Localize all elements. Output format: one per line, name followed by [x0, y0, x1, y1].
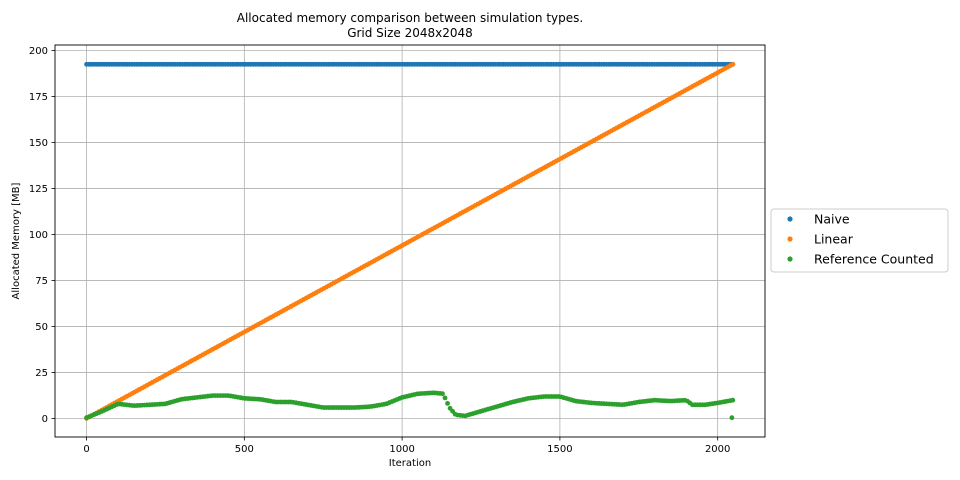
y-tick-label: 175 — [29, 92, 48, 103]
x-axis-label: Iteration — [389, 458, 431, 469]
y-tick-label: 125 — [29, 184, 48, 195]
y-tick-label: 25 — [35, 368, 48, 379]
y-tick-label: 0 — [42, 414, 48, 425]
y-axis-label: Allocated Memory [MB] — [11, 182, 22, 299]
y-tick-label: 50 — [35, 322, 48, 333]
x-tick-label: 0 — [83, 444, 89, 455]
data-point — [442, 395, 448, 401]
series-reference-counted — [84, 390, 736, 421]
legend-marker-linear — [787, 236, 793, 242]
legend-marker-reference-counted — [787, 256, 793, 262]
data-point — [730, 61, 736, 67]
x-tick-label: 500 — [235, 444, 254, 455]
grid — [55, 45, 765, 437]
legend-label-reference-counted: Reference Counted — [814, 252, 934, 267]
series-linear — [84, 61, 736, 421]
plot-data — [84, 61, 736, 421]
x-tick-label: 1000 — [389, 444, 414, 455]
x-tick-label: 1500 — [547, 444, 572, 455]
y-tick-label: 100 — [29, 230, 48, 241]
x-tick-label: 2000 — [705, 444, 730, 455]
legend: Naive Linear Reference Counted — [770, 208, 949, 273]
data-point — [445, 401, 450, 406]
legend-marker-naive — [787, 216, 793, 222]
legend-box — [770, 208, 949, 273]
data-point — [440, 391, 445, 397]
chart-subtitle: Grid Size 2048x2048 — [347, 26, 473, 40]
axis-ticks: 0 500 1000 1500 2000 0 25 50 75 100 125 150 175 200 — [29, 46, 730, 455]
legend-label-linear: Linear — [814, 232, 854, 247]
data-point — [730, 397, 736, 403]
y-tick-label: 200 — [29, 46, 48, 57]
plot-frame — [54, 44, 766, 438]
legend-label-naive: Naive — [814, 212, 850, 227]
series-naive — [84, 61, 736, 67]
chart-title: Allocated memory comparison between simu… — [237, 11, 583, 25]
data-point — [729, 415, 735, 421]
y-tick-label: 150 — [29, 138, 48, 149]
y-tick-label: 75 — [35, 276, 48, 287]
